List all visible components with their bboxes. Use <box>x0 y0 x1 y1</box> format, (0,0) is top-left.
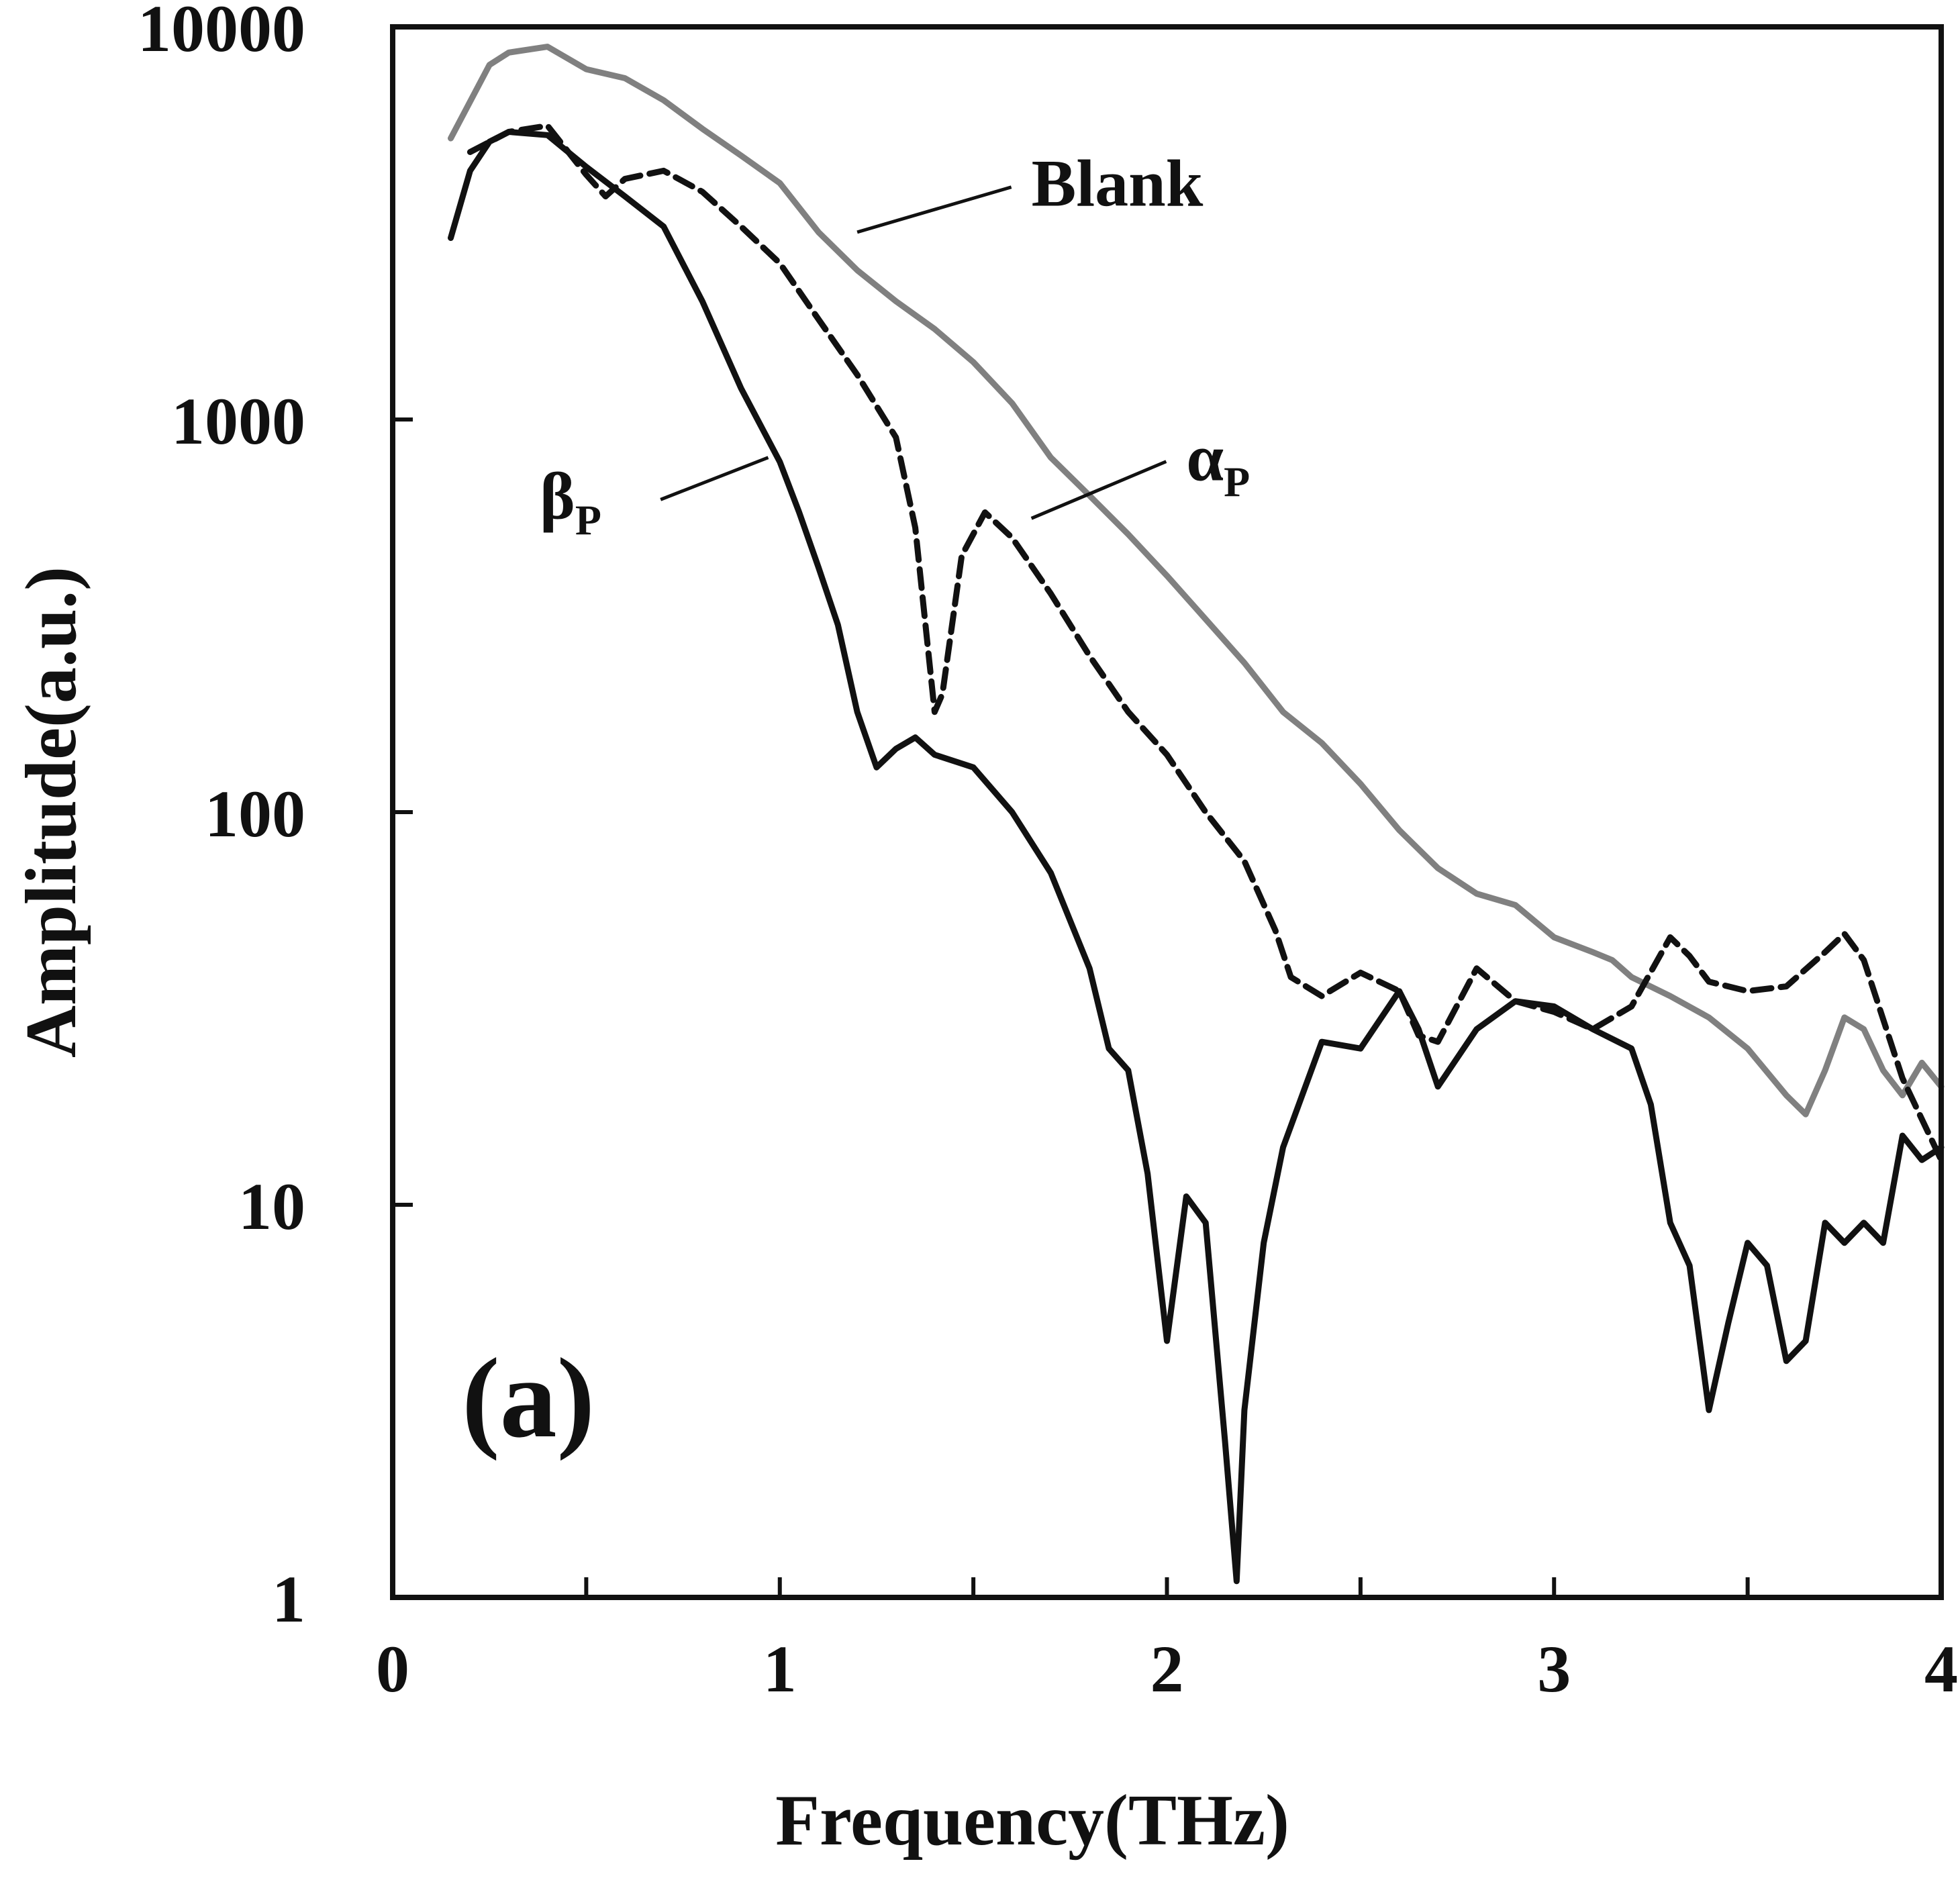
y-axis-title: Amplitude(a.u.) <box>11 566 91 1058</box>
series-label-subscript-1: P <box>1224 458 1250 506</box>
series-leader-1 <box>1030 460 1167 520</box>
series-label-subscript-2: P <box>575 496 601 544</box>
label-layer: Blank αP βP <box>540 146 1250 544</box>
series-leader-0 <box>856 185 1012 234</box>
series-layer <box>448 44 1945 1585</box>
series-label-0: Blank <box>1032 146 1204 221</box>
x-tick-label: 3 <box>1537 1632 1571 1706</box>
y-tick-label: 10 <box>238 1169 305 1244</box>
y-tick-label: 100 <box>205 777 305 851</box>
x-tick-label: 0 <box>376 1632 409 1706</box>
series-leader-2 <box>660 456 769 501</box>
leader-layer <box>660 185 1167 520</box>
y-tick-label: 10000 <box>138 0 305 66</box>
series-label-2: βP <box>540 458 601 544</box>
plot-frame <box>390 24 1944 1600</box>
series-line-2 <box>448 129 1945 1585</box>
y-tick-label: 1 <box>272 1562 305 1636</box>
x-tick-label: 2 <box>1150 1632 1184 1706</box>
series-label-1: αP <box>1186 421 1250 506</box>
series-line-1 <box>467 122 1945 1163</box>
x-tick-label: 4 <box>1924 1632 1958 1706</box>
y-tick-label: 1000 <box>171 384 305 458</box>
x-axis-title: Frequency(THz) <box>775 1781 1289 1861</box>
series-line-0 <box>448 44 1945 1118</box>
panel-label: (a) <box>462 1335 595 1461</box>
x-tick-label: 1 <box>763 1632 797 1706</box>
